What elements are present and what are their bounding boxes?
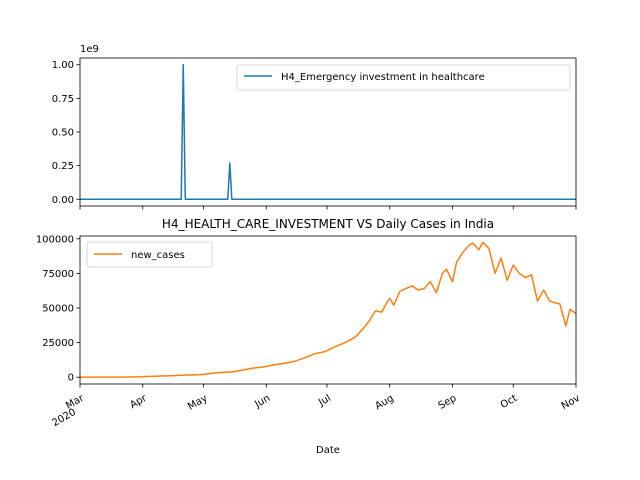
bottom-axes-frame xyxy=(79,235,577,385)
bottom-y-tick-label: 0 xyxy=(68,373,74,384)
bottom-y-ticks: 0 25000 50000 75000 100000 xyxy=(36,234,80,384)
top-chart: 0.00 0.25 0.50 0.75 1.00 1e9 H4_Emergency in… xyxy=(52,44,577,210)
top-x-ticks xyxy=(79,206,577,210)
top-y-tick-label: 1.00 xyxy=(52,60,74,71)
top-y-ticks: 0.00 0.25 0.50 0.75 1.00 xyxy=(52,60,80,206)
top-y-offset-text: 1e9 xyxy=(80,44,99,55)
top-y-tick-label: 0.25 xyxy=(52,161,74,172)
bottom-chart-title: H4_HEALTH_CARE_INVESTMENT VS Daily Cases… xyxy=(162,217,494,231)
top-legend-label: H4_Emergency investment in healthcare xyxy=(281,72,485,83)
top-series-line-0 xyxy=(80,63,576,201)
bottom-x-axis-label: Date xyxy=(316,445,340,456)
top-y-tick-label: 0.75 xyxy=(52,94,74,105)
top-y-tick-label: 0.00 xyxy=(52,195,74,206)
bottom-legend-label: new_cases xyxy=(131,250,185,261)
bottom-legend-frame xyxy=(86,241,213,268)
bottom-plot-area xyxy=(79,241,577,378)
bottom-y-tick-label: 75000 xyxy=(42,269,74,280)
bottom-series-line-0 xyxy=(79,241,577,378)
bottom-y-tick-label: 50000 xyxy=(42,303,74,314)
top-y-tick-label: 0.50 xyxy=(52,128,74,139)
bottom-y-tick-label: 100000 xyxy=(36,234,74,245)
bottom-legend: new_cases xyxy=(86,241,213,268)
top-legend-frame xyxy=(236,64,571,91)
top-plot-area xyxy=(80,63,576,201)
bottom-y-tick-label: 25000 xyxy=(42,338,74,349)
top-legend: H4_Emergency investment in healthcare xyxy=(236,64,571,91)
